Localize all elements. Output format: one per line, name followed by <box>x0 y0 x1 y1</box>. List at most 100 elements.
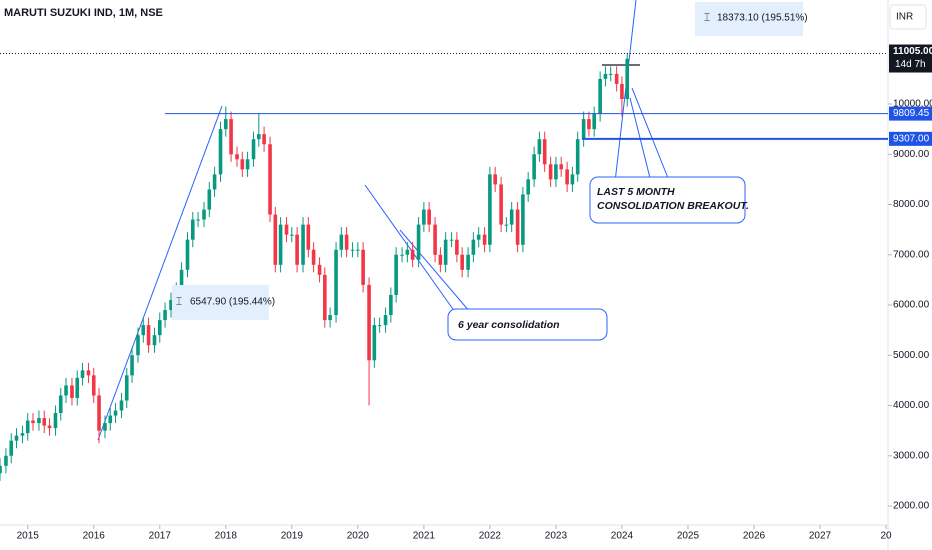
y-tick-label: 8000.00 <box>893 199 930 210</box>
candle-body <box>113 410 118 416</box>
candle-body <box>323 274 327 321</box>
candle-body <box>548 164 553 180</box>
candle-body <box>202 209 206 220</box>
candle-body <box>499 184 503 225</box>
candle-body <box>124 375 129 401</box>
candle-body <box>20 433 25 436</box>
candle-body <box>190 219 195 240</box>
candle-body <box>422 209 426 225</box>
x-tick-label: 2027 <box>809 531 832 542</box>
candle-body <box>53 413 58 429</box>
candle-body <box>367 284 371 361</box>
y-tick-label: 9000.00 <box>893 149 930 160</box>
candle-body <box>449 239 454 241</box>
candle-body <box>416 224 421 260</box>
measure-box <box>695 2 803 36</box>
candle-body <box>157 320 162 336</box>
measure-icon: ⌶ <box>704 13 710 24</box>
candle-body <box>119 400 124 411</box>
currency-box[interactable] <box>889 4 927 30</box>
candle-body <box>372 325 377 361</box>
candle-body <box>317 264 322 275</box>
candle-body <box>136 335 140 356</box>
candle-body <box>97 395 101 431</box>
candle-body <box>526 179 530 195</box>
y-tick-label: 6000.00 <box>893 300 930 311</box>
candle-body <box>350 249 355 251</box>
candle-body <box>598 78 602 115</box>
x-tick-label: 2023 <box>545 531 568 542</box>
y-tick-label: 5000.00 <box>893 350 930 361</box>
candle-body <box>146 325 151 346</box>
x-tick-label: 2024 <box>611 531 634 542</box>
measure-label: 18373.10 (195.51%) <box>717 13 808 24</box>
candle-body <box>262 134 266 145</box>
candle-body <box>455 239 459 255</box>
chart-title: MARUTI SUZUKI IND, 1M, NSE <box>4 7 163 19</box>
candle-body <box>559 164 563 170</box>
candle-body <box>64 385 68 396</box>
candle-body <box>504 224 509 226</box>
candle-body <box>361 249 365 285</box>
price-tag-label: 11005.00 <box>893 46 932 57</box>
candle-body <box>80 370 85 378</box>
candle-body <box>284 224 289 235</box>
candle-body <box>344 234 349 250</box>
price-tag-label: 9809.45 <box>893 108 930 119</box>
candle-body <box>14 435 19 441</box>
candle-body <box>245 159 250 170</box>
candle-body <box>488 174 492 245</box>
candle-body <box>592 114 597 130</box>
candle-body <box>75 377 80 398</box>
candle-body <box>229 119 233 155</box>
candle-body <box>25 420 30 434</box>
candle-body <box>37 418 41 424</box>
candle-body <box>433 224 437 255</box>
countdown: 14d 7h <box>895 59 926 70</box>
candle-body <box>212 174 217 190</box>
candle-body <box>108 415 113 424</box>
y-tick-label: 3000.00 <box>893 450 930 461</box>
candle-body <box>460 254 464 270</box>
candle-body <box>9 440 14 456</box>
candle-body <box>410 249 415 260</box>
candle-body <box>394 254 398 295</box>
candle-body <box>240 159 245 170</box>
candle-body <box>185 239 190 270</box>
candle-body <box>405 249 410 255</box>
x-tick-label: 2019 <box>281 531 304 542</box>
candles <box>0 53 630 481</box>
candle-body <box>31 420 35 424</box>
candle-body <box>196 219 200 221</box>
candle-body <box>141 325 146 336</box>
annotation: LAST 5 MONTH <box>597 186 675 198</box>
candle-body <box>575 139 580 175</box>
candle-body <box>554 164 558 180</box>
candle-body <box>482 234 487 245</box>
x-tick-label: 2022 <box>479 531 502 542</box>
price-tag-label: 9307.00 <box>893 133 930 144</box>
candle-body <box>278 224 283 265</box>
measure-label: 6547.90 (195.44%) <box>190 297 275 308</box>
y-tick-label: 10000.00 <box>893 99 932 110</box>
trend-line <box>97 105 223 441</box>
candle-body <box>235 154 239 160</box>
candle-body <box>91 375 96 396</box>
candle-body <box>570 174 575 185</box>
candle-body <box>301 224 305 265</box>
x-tick-label: 2018 <box>215 531 238 542</box>
candle-body <box>42 418 47 426</box>
candle-body <box>207 189 212 210</box>
candle-body <box>311 249 316 265</box>
candle-body <box>532 154 536 180</box>
candle-body <box>334 249 338 316</box>
candle-body <box>328 315 332 321</box>
candle-body <box>542 139 547 165</box>
candle-body <box>383 315 388 326</box>
candle-body <box>86 370 91 376</box>
overlay: 11005.00 14d 7h 9809.45 9307.00 <box>0 44 932 146</box>
candle-body <box>103 423 107 431</box>
